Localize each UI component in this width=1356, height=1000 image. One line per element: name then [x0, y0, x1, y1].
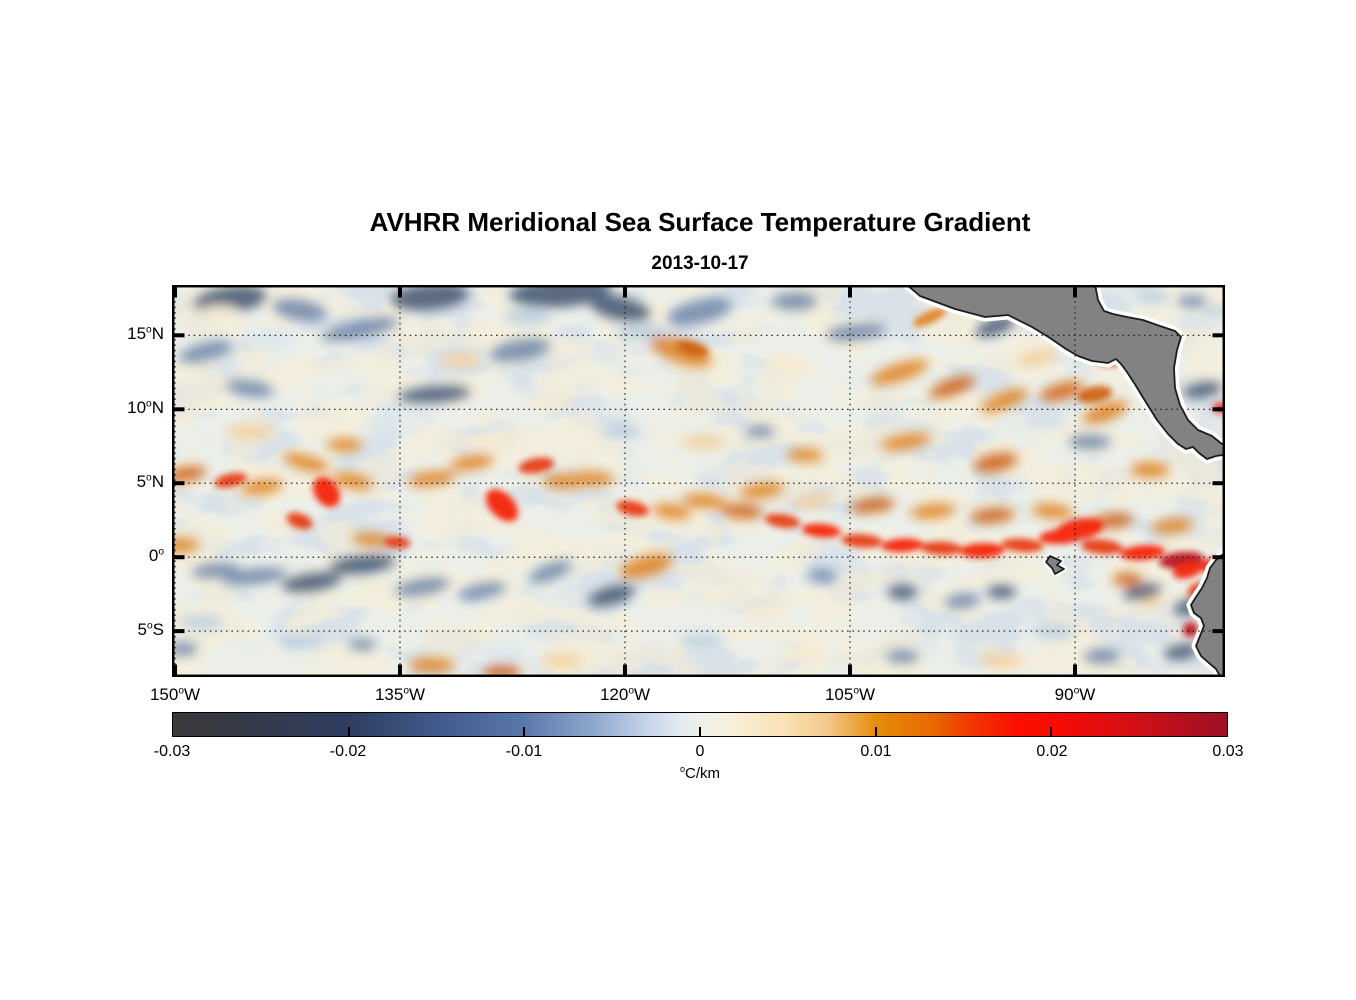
- colorbar-tick: [347, 727, 350, 736]
- colorbar-label-0.02: 0.02: [1036, 743, 1068, 760]
- colorbar-tick: [699, 727, 701, 736]
- axes-frame: [171, 284, 1226, 678]
- colorbar-label--0.02: -0.02: [329, 743, 367, 760]
- landmass-galapagos: [1045, 555, 1065, 575]
- colorbar-label-0.01: 0.01: [860, 743, 892, 760]
- colorbar-tick: [523, 727, 526, 736]
- colorbar-tick: [1050, 727, 1053, 736]
- landmass-central_america: [905, 285, 1225, 460]
- figure-subtitle: 2013-10-17: [651, 253, 749, 274]
- sst-blobs-core: [214, 308, 1225, 638]
- figure-title: AVHRR Meridional Sea Surface Temperature…: [369, 207, 1031, 237]
- x-tick-label-120W: 120oW: [599, 685, 651, 704]
- y-tick-label-5S: 5oS: [137, 620, 164, 640]
- y-tick-label-5N: 5oN: [136, 472, 164, 492]
- colorbar-label--0.01: -0.01: [505, 743, 543, 760]
- x-tick-label-105W: 105oW: [824, 685, 876, 704]
- colorbar-unit-label: oC/km: [679, 764, 720, 783]
- sst-blobs-soft: [172, 285, 1225, 677]
- y-tick-label-0: 0o: [148, 546, 164, 566]
- gridlines: [172, 285, 1225, 677]
- axis-ticks: [173, 286, 1224, 676]
- map-layers: [172, 285, 1225, 677]
- y-tick-label-10N: 10oN: [127, 398, 164, 418]
- sst-gradient-map: [171, 284, 1226, 678]
- colorbar-label-0: 0: [695, 743, 705, 760]
- y-tick-label-15N: 15oN: [127, 324, 164, 344]
- colorbar: [172, 712, 1228, 737]
- x-tick-label-90W: 90oW: [1054, 685, 1096, 704]
- landmass-south_america: [1190, 551, 1225, 677]
- map-plot-area: [171, 284, 1226, 678]
- colorbar-tick: [874, 727, 877, 736]
- colorbar-label-0.03: 0.03: [1212, 743, 1244, 760]
- colorbar-label--0.03: -0.03: [153, 743, 191, 760]
- x-tick-label-150W: 150oW: [149, 685, 201, 704]
- x-tick-label-135W: 135oW: [374, 685, 426, 704]
